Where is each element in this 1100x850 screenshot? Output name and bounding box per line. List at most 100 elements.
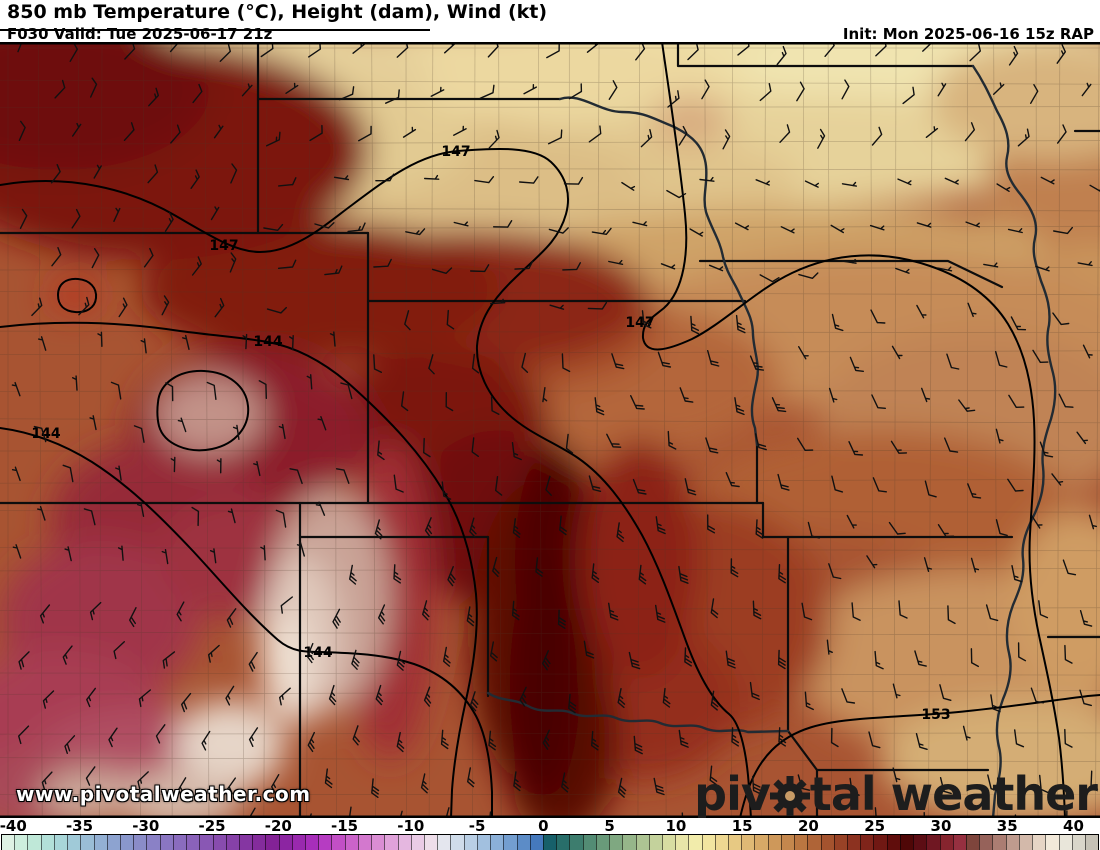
wind-barb [324,265,343,276]
wind-barb [797,437,814,451]
wind-barb [493,220,513,228]
colorbar-ticks: -40 -35 -30 -25 -20 -15 -10 -5 0 5 10 15 20 25 30 35 40 [0,817,1100,835]
wind-barb [78,296,90,316]
wind-barb [1008,45,1019,66]
wind-barb [214,297,225,318]
wind-barb [11,466,21,482]
wind-barb [258,380,267,399]
wind-barb [1052,312,1070,326]
wind-barb [123,122,135,141]
wind-barb [594,397,605,416]
wind-barb [351,649,360,670]
wind-barb [161,295,170,316]
wind-barb [170,124,181,144]
wind-barb [278,423,286,440]
wind-barb [177,417,187,433]
wind-barb [373,354,382,373]
red-river [486,691,790,734]
wind-barb [447,566,456,587]
colorbar-cell [609,835,623,850]
wind-barb [542,729,550,750]
wind-barb [176,601,185,622]
wind-barb [892,683,901,699]
wind-barb [921,387,931,403]
wind-barb [423,686,432,707]
wind-barb [17,42,23,53]
wind-barb [608,259,624,265]
wind-barb [182,334,190,350]
colorbar-cell [146,835,160,850]
wind-barb [655,604,666,623]
wind-barb [759,83,772,102]
wind-barb [995,519,1008,537]
wind-barb [430,86,445,97]
wind-barb [521,352,529,373]
colorbar-cell [833,835,847,850]
wind-barb [667,90,680,108]
wind-barb [734,222,750,231]
wind-barb [1076,431,1088,445]
county-borders [0,42,1100,818]
wind-barb [329,331,336,347]
wind-barb [266,131,281,147]
wind-barb [490,298,506,305]
wind-barb [324,768,333,789]
wind-barb [307,731,315,753]
colorbar-cell [331,835,345,850]
colorbar-cell [622,835,636,850]
colorbar-cell [860,835,874,850]
wind-barb [684,647,693,667]
wind-barb [358,125,372,142]
wind-barb [611,353,625,370]
wind-barb [755,179,770,186]
colorbar-cell [1045,835,1059,850]
wind-barb [1008,394,1025,408]
wind-barb [490,396,500,415]
wind-barb [895,267,910,274]
wind-barb [804,180,819,188]
wind-barb [39,604,51,624]
colorbar-cell [159,835,173,850]
colorbar-cell [14,835,28,850]
wind-barb [849,777,860,796]
wind-barb [657,351,672,368]
wind-barb [831,313,844,332]
wind-barb [514,261,534,270]
wind-barb [315,501,326,516]
wind-barb [328,684,337,706]
wind-barb [165,382,174,402]
weather-map: 147 147 147 144 144 144 153 [0,42,1100,818]
colorbar-cell [450,835,464,850]
colorbar-cell [53,835,68,850]
wind-barb [471,353,480,374]
colorbar-cell [675,835,689,850]
wind-barb [374,519,383,540]
wind-barb [684,478,697,496]
wind-barb [428,354,435,375]
wind-barb [1058,393,1074,408]
colorbar-tick-label: -10 [397,817,425,835]
wind-barb [1064,728,1073,748]
wind-barb [655,516,666,535]
contour-label-147: 147 [209,238,238,254]
wind-barb [12,544,22,559]
wind-barb [946,353,960,370]
contour-label-147: 147 [625,315,654,331]
wind-barb [780,226,795,234]
wind-barb [710,690,719,711]
wind-barb [423,437,431,458]
wind-barb [129,607,137,628]
website-watermark: www.pivotalweather.com [16,782,311,806]
wind-barb [771,397,787,413]
colorbar-cell [1005,835,1019,850]
wind-barb [393,564,402,584]
colorbar-cell [357,835,372,850]
wind-barb [375,173,395,182]
wind-barb [868,731,881,749]
wind-barb [471,437,479,457]
wind-barb [559,515,567,536]
colorbar-cell [979,835,993,850]
wind-barb [752,600,762,620]
colorbar-cell [93,835,107,850]
wind-barb [133,425,145,443]
